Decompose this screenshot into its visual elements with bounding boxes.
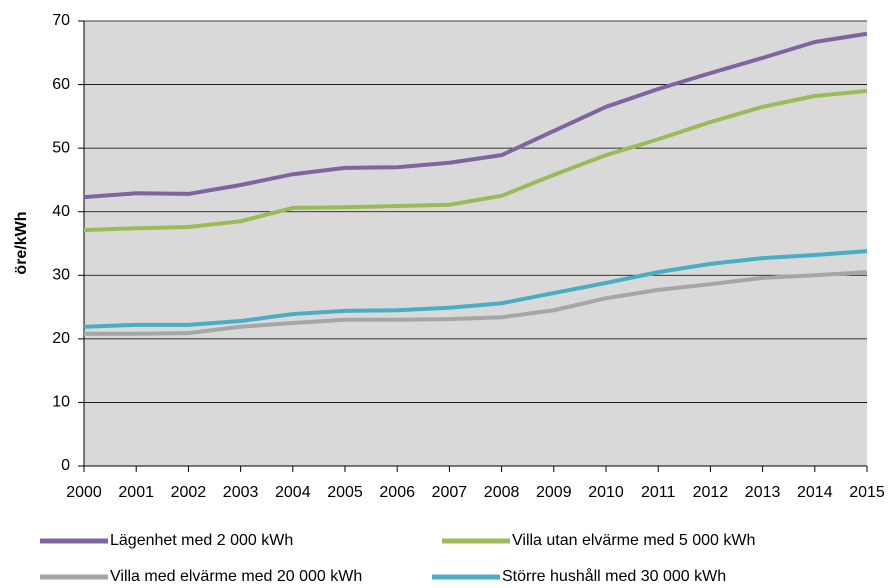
x-tick-label: 2012 [693, 484, 729, 501]
x-tick-label: 2003 [223, 484, 259, 501]
x-tick-label: 2015 [849, 484, 885, 501]
x-tick-label: 2008 [484, 484, 520, 501]
series-line [83, 249, 868, 329]
series-line [84, 270, 868, 336]
series-line [83, 88, 868, 233]
x-tick-label: 2000 [66, 484, 102, 501]
x-tick-label: 2013 [745, 484, 781, 501]
plot-area [84, 21, 867, 466]
y-tick-label: 30 [52, 267, 70, 284]
x-tick-label: 2002 [171, 484, 207, 501]
x-tick-label: 2006 [379, 484, 415, 501]
x-tick-label: 2014 [797, 484, 833, 501]
x-tick-label: 2004 [275, 484, 311, 501]
y-tick-label: 40 [52, 203, 70, 220]
y-tick-label: 50 [52, 139, 70, 156]
series-line [83, 31, 868, 200]
x-tick-label: 2010 [588, 484, 624, 501]
legend-label: Villa utan elvärme med 5 000 kWh [512, 532, 755, 549]
legend-label: Villa med elvärme med 20 000 kWh [110, 568, 362, 585]
x-tick-label: 2005 [327, 484, 363, 501]
y-tick-label: 10 [52, 394, 70, 411]
legend-label: Större hushåll med 30 000 kWh [502, 567, 726, 585]
y-axis-label: öre/kWh [13, 211, 30, 274]
y-tick-label: 0 [61, 457, 70, 474]
y-tick-label: 70 [52, 12, 70, 29]
y-tick-label: 20 [52, 330, 70, 347]
x-tick-label: 2007 [432, 484, 468, 501]
x-tick-label: 2011 [641, 484, 676, 501]
y-tick-label: 60 [52, 76, 70, 93]
x-tick-label: 2009 [536, 484, 572, 501]
x-tick-label: 2001 [118, 484, 154, 501]
legend-label: Lägenhet med 2 000 kWh [110, 532, 293, 549]
